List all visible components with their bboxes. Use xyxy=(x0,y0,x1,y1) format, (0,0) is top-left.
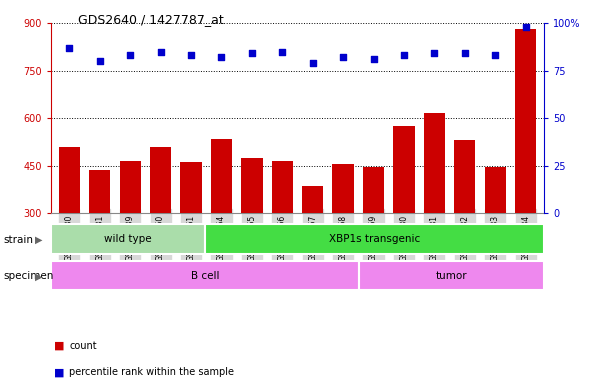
Bar xyxy=(424,113,445,213)
Bar xyxy=(51,224,205,254)
Point xyxy=(156,48,165,55)
Bar xyxy=(272,161,293,213)
Text: ▶: ▶ xyxy=(35,235,42,245)
Text: ■: ■ xyxy=(54,367,64,377)
Point xyxy=(216,54,226,60)
Text: wild type: wild type xyxy=(105,234,152,244)
Text: GDS2640 / 1427787_at: GDS2640 / 1427787_at xyxy=(78,13,224,26)
Bar xyxy=(393,126,415,213)
Point xyxy=(369,56,379,62)
Bar xyxy=(515,30,536,213)
Bar xyxy=(484,167,506,213)
Text: percentile rank within the sample: percentile rank within the sample xyxy=(69,367,234,377)
Bar xyxy=(180,162,202,213)
Point xyxy=(247,50,257,56)
Text: tumor: tumor xyxy=(436,270,468,281)
Bar xyxy=(120,161,141,213)
Text: ■: ■ xyxy=(54,341,64,351)
Point xyxy=(521,24,531,30)
Point xyxy=(490,52,500,58)
Text: XBP1s transgenic: XBP1s transgenic xyxy=(329,234,420,244)
Bar xyxy=(241,158,263,213)
Point xyxy=(95,58,105,64)
Point xyxy=(338,54,348,60)
Text: ▶: ▶ xyxy=(35,271,42,281)
Bar xyxy=(363,167,384,213)
Point xyxy=(460,50,469,56)
Bar xyxy=(205,224,544,254)
Point xyxy=(186,52,196,58)
Bar xyxy=(89,170,111,213)
Bar xyxy=(454,140,475,213)
Bar xyxy=(332,164,354,213)
Point xyxy=(399,52,409,58)
Bar xyxy=(211,139,232,213)
Point xyxy=(126,52,135,58)
Bar xyxy=(51,261,359,290)
Text: B cell: B cell xyxy=(191,270,219,281)
Bar xyxy=(302,186,323,213)
Text: specimen: specimen xyxy=(3,271,53,281)
Bar xyxy=(150,147,171,213)
Text: strain: strain xyxy=(3,235,33,245)
Point xyxy=(308,60,317,66)
Text: count: count xyxy=(69,341,97,351)
Point xyxy=(64,45,74,51)
Point xyxy=(430,50,439,56)
Bar xyxy=(59,147,80,213)
Bar xyxy=(359,261,544,290)
Point xyxy=(278,48,287,55)
